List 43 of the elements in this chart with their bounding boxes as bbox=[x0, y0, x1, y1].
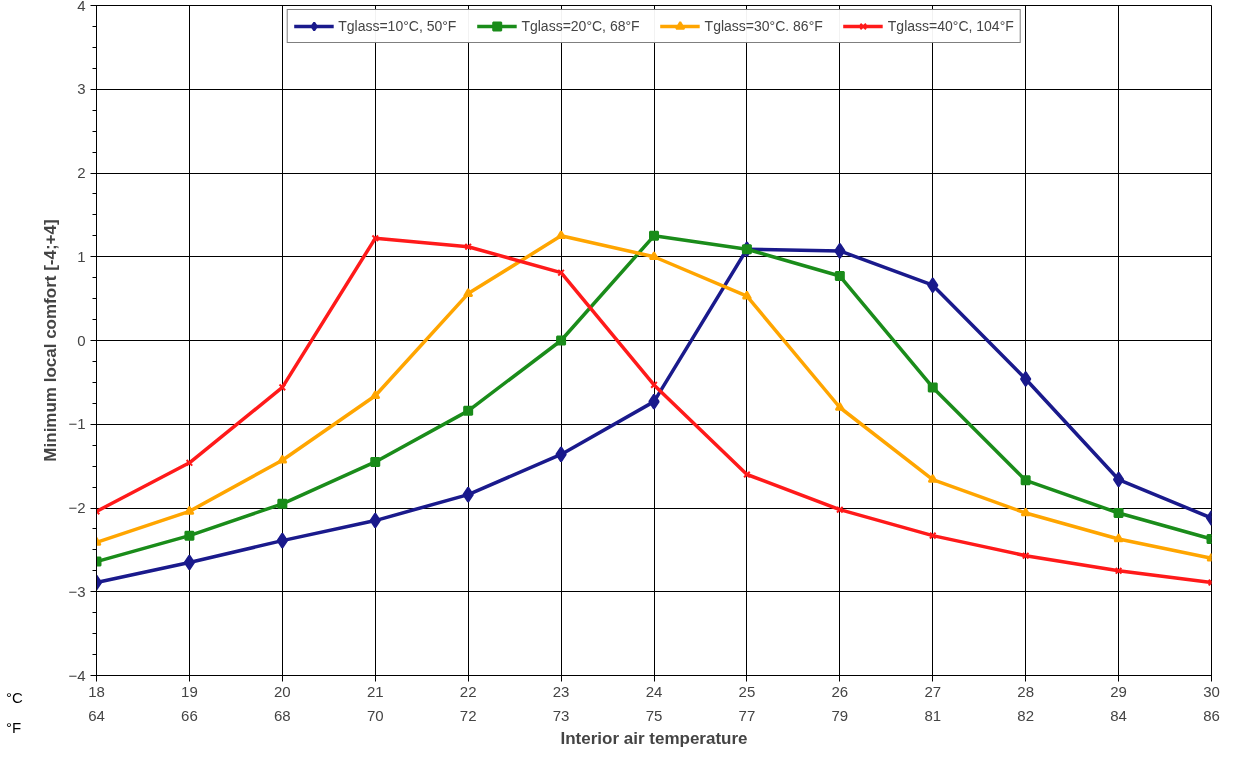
x-tick-label: 22 bbox=[459, 682, 477, 700]
legend-label: Tglass=40°C, 104°F bbox=[887, 18, 1014, 34]
x2-tick-label: 86 bbox=[1203, 706, 1220, 724]
x2-tick-label: 73 bbox=[552, 706, 570, 724]
y-tick-label: 1 bbox=[77, 247, 86, 265]
y-tick-label: 2 bbox=[77, 164, 86, 181]
x2-tick-label: 75 bbox=[645, 706, 663, 724]
x2-tick-label: 82 bbox=[1017, 706, 1035, 724]
x-tick-label: 28 bbox=[1017, 682, 1035, 700]
y-tick-label: −4 bbox=[68, 666, 86, 684]
text: °F bbox=[6, 718, 23, 738]
x-axis-title: Interior air temperature bbox=[560, 728, 748, 748]
y-tick-label: 3 bbox=[77, 80, 86, 98]
y-tick-label: 0 bbox=[77, 331, 86, 349]
y-tick-label: −3 bbox=[68, 582, 86, 600]
legend-label: Tglass=10°C, 50°F bbox=[338, 18, 457, 34]
x2-tick-label: 70 bbox=[366, 706, 384, 724]
y-axis-title: Minimum local comfort [-4;+4] bbox=[41, 219, 61, 462]
x2-tick-label: 84 bbox=[1110, 706, 1127, 724]
x2-tick-label: 64 bbox=[88, 706, 105, 724]
text: °C bbox=[6, 688, 23, 708]
x-tick-label: 23 bbox=[552, 682, 570, 700]
x-tick-label: 24 bbox=[645, 682, 663, 700]
x2-tick-label: 77 bbox=[738, 706, 756, 724]
x2-tick-label: 66 bbox=[181, 706, 198, 724]
legend-label: Tglass=20°C, 68°F bbox=[521, 18, 640, 34]
x-tick-label: 27 bbox=[924, 682, 942, 700]
x2-tick-label: 81 bbox=[924, 706, 942, 724]
x-tick-label: 19 bbox=[181, 682, 198, 700]
x-tick-label: 25 bbox=[738, 682, 756, 700]
x-tick-label: 26 bbox=[831, 682, 849, 700]
x-tick-label: 21 bbox=[366, 682, 384, 700]
x2-tick-label: 68 bbox=[273, 706, 291, 724]
x2-tick-label: 72 bbox=[459, 706, 477, 724]
x-tick-label: 30 bbox=[1203, 682, 1220, 700]
y-tick-label: −1 bbox=[68, 415, 86, 433]
y-tick-label: −2 bbox=[68, 499, 86, 516]
x-tick-label: 20 bbox=[273, 682, 291, 700]
x-tick-label: 29 bbox=[1110, 682, 1127, 700]
x2-tick-label: 79 bbox=[831, 706, 849, 724]
y-tick-label: 4 bbox=[77, 0, 86, 14]
legend-label: Tglass=30°C. 86°F bbox=[704, 18, 823, 34]
x-tick-label: 18 bbox=[88, 682, 105, 700]
